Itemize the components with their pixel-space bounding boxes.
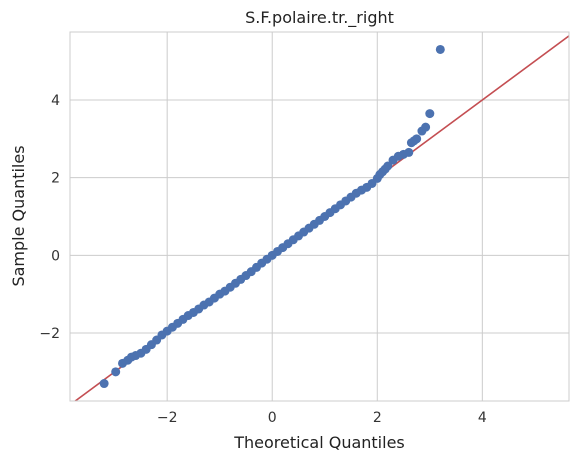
- data-point: [435, 44, 445, 54]
- y-axis-label: Sample Quantiles: [9, 145, 28, 286]
- x-tick-label: −2: [157, 410, 178, 426]
- plot-frame: [69, 31, 570, 402]
- data-point: [412, 134, 422, 144]
- y-tick-label: 0: [51, 248, 60, 264]
- x-tick-label: 2: [373, 410, 382, 426]
- x-axis-label: Theoretical Quantiles: [233, 433, 405, 452]
- data-point: [99, 379, 109, 389]
- data-point: [421, 122, 431, 132]
- x-tick-label: 0: [268, 410, 277, 426]
- x-tick-labels: −2 0 2 4: [157, 410, 487, 426]
- data-point: [404, 147, 414, 157]
- data-point: [383, 161, 393, 171]
- plot-area: [73, 34, 569, 401]
- data-point: [425, 109, 435, 119]
- x-tick-label: 4: [478, 410, 487, 426]
- y-tick-label: 4: [51, 93, 60, 109]
- y-tick-label: 2: [51, 171, 60, 187]
- y-tick-label: −2: [39, 326, 60, 342]
- data-point: [111, 367, 121, 377]
- grid: [70, 32, 569, 401]
- chart-title: S.F.polaire.tr._right: [245, 8, 394, 28]
- y-tick-labels: −2 0 2 4: [39, 93, 60, 342]
- data-points: [99, 44, 445, 389]
